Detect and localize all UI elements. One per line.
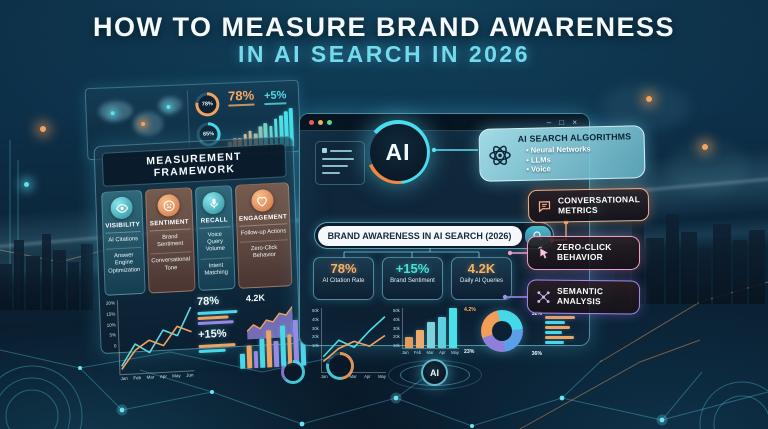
close-dot[interactable] [309,119,314,125]
mini-stat-primary: 78% [227,87,255,107]
donut-label: 4.2% [464,307,476,313]
maximize-dot[interactable] [327,119,332,125]
framework-column-sentiment: SENTIMENT Brand Sentiment Conversational… [144,187,196,294]
heart-icon [251,188,274,213]
donut-label: 23% [464,349,475,355]
callout-title: AI SEARCH ALGORITHMS [517,131,632,144]
city-skyline-left [0,232,96,310]
gauge-citation-rate: 78% [194,91,220,117]
kpi-card-brand-sentiment: +15% Brand Sentiment [382,257,443,300]
eye-icon [110,196,134,220]
glow-node-cyan-2 [24,182,29,187]
share-donut-chart: 4.2% 32% 23% 36% [464,307,542,357]
atom-icon [488,143,513,168]
framework-stat-78: 78% [196,294,220,309]
glow-node-orange-2 [702,144,708,150]
callout-conversational-metrics: CONVERSATIONAL METRICS [527,187,650,224]
framework-stat-42k: 4.2K [245,292,266,304]
horizontal-bar-list [545,308,579,355]
stat-bars [197,308,242,327]
chat-icon [537,199,552,214]
deck-gauge-1 [281,360,305,384]
framework-column-visibility: VISIBILITY AI Citations Answer Engine Op… [101,189,146,296]
column-item: AI Citations [105,231,141,250]
callout-zero-click-behavior: ZERO-CLICK BEHAVIOR [527,236,640,270]
list-bullet-square [322,148,327,153]
column-item: Intent Matching [204,262,229,277]
callout-semantic-analysis: SEMANTIC ANALYSIS [526,279,641,315]
world-map-faint-2 [668,140,748,194]
y-axis-ticks: 50k 40k 30k 20k 10k [393,308,400,348]
kpi-card-citation-rate: 78% AI Citation Rate [313,257,374,300]
glow-node-orange [646,96,652,102]
column-item: Zero-Click Behavior [250,245,278,260]
column-item: Conversational Tone [151,256,191,272]
framework-column-recall: RECALL Voice Query Volume Intent Matchin… [194,185,236,291]
microphone-icon [202,191,226,215]
kpi-label: Daily AI Queries [459,277,504,284]
kpi-label: AI Citation Rate [322,277,365,284]
title-line-1: HOW TO MEASURE BRAND AWARENESS [92,12,676,42]
search-bar[interactable]: BRAND AWARENESS IN AI SEARCH (2026) [314,222,554,249]
glow-node-orange-3 [40,126,46,132]
kpi-value: +15% [395,261,430,276]
framework-column-engagement: ENGAGEMENT Follow-up Actions Zero-Click … [234,182,293,289]
deck-gauge-2 [326,352,354,380]
window-titlebar: – □ × [300,114,589,131]
ai-logo: AI [366,120,430,184]
bar-plot [401,308,459,349]
mini-stat-secondary: +5% [263,89,287,106]
column-item: Brand Sentiment [149,229,191,255]
ai-logo-text: AI [385,138,411,165]
callout-ai-search-algorithms: AI SEARCH ALGORITHMS Neural Networks LLM… [478,125,646,182]
tap-icon [536,246,551,261]
framework-title: MEASUREMENT FRAMEWORK [101,143,287,187]
kpi-label: Brand Sentiment [390,277,435,284]
kpi-value: 78% [330,261,357,276]
measurement-framework-panel: MEASUREMENT FRAMEWORK VISIBILITY AI Cita… [93,135,307,381]
minimize-dot[interactable] [318,119,323,125]
kpi-value: 4.2K [467,261,496,276]
framework-line-chart: 20% 15% 10% 5% 0 Jan Feb Mar Apr May Jun [106,296,195,381]
window-controls[interactable]: – □ × [546,117,580,127]
growth-bar-chart: 50k 40k 30k 20k 10k Jan Feb Mar Apr May [393,308,459,355]
page-title: HOW TO MEASURE BRAND AWARENESS IN AI SEA… [0,12,768,68]
column-item: Answer Engine Optimization [108,252,141,275]
network-icon [536,289,551,304]
gauge-value: 65% [202,131,215,138]
sad-face-icon [157,193,181,217]
menu-list-card [315,141,365,185]
kpi-cards-row: 78% AI Citation Rate +15% Brand Sentimen… [313,257,512,300]
framework-stat-15: +15% [197,327,227,342]
kpi-card-daily-queries: 4.2K Daily AI Queries [451,257,512,300]
search-input[interactable]: BRAND AWARENESS IN AI SEARCH (2026) [317,225,522,246]
column-item: Voice Query Volume [198,227,232,260]
floor-ai-badge: AI [421,359,448,386]
stat-bars [198,341,242,355]
donut-label: 32% [531,311,542,317]
gauge-value: 78% [201,101,214,108]
callout-item: Voice [526,163,632,175]
world-map-faint [600,84,690,130]
y-axis-ticks: 50k 40k 30k 20k 10k [312,308,319,348]
donut-label: 36% [531,351,542,357]
title-line-2: IN AI SEARCH IN 2026 [238,41,530,68]
donut-plot [481,310,523,352]
callout-item-list: Neural Networks LLMs Voice [518,143,632,175]
line-plot [116,296,195,376]
